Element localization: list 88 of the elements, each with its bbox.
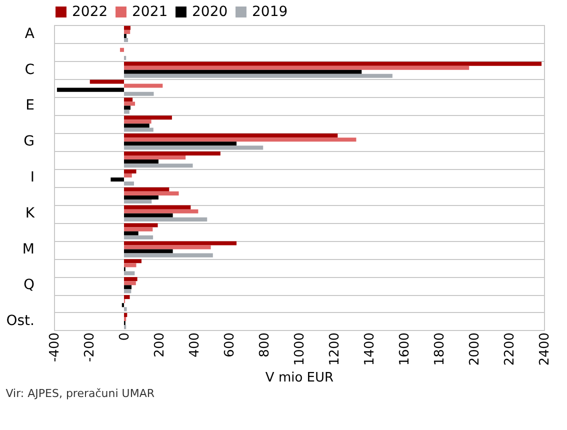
bar (124, 30, 130, 34)
bar (124, 38, 128, 42)
y-tick-label: I (30, 170, 34, 186)
x-tick-label: 1600 (398, 332, 412, 366)
legend-label: 2022 (72, 4, 108, 20)
bar (124, 295, 130, 300)
x-tick-label: 2200 (502, 332, 518, 366)
bar (124, 307, 127, 312)
x-tick-label: -400 (48, 332, 62, 362)
x-tick-label: 0 (118, 332, 132, 341)
bar (124, 285, 132, 290)
bar (124, 74, 392, 78)
bar (124, 235, 154, 240)
bar (124, 249, 173, 254)
y-tick-label: E (26, 98, 34, 114)
bar (124, 160, 158, 164)
bar (124, 26, 130, 30)
bar (124, 205, 191, 210)
bar (124, 151, 220, 156)
bar (124, 110, 130, 114)
legend-label: 2020 (192, 4, 228, 20)
bar (124, 231, 138, 236)
x-tick-label: 2000 (468, 332, 482, 366)
bar (124, 169, 136, 174)
bar (56, 88, 124, 92)
bar (124, 138, 356, 142)
bar (124, 217, 208, 222)
x-tick-label: 1200 (328, 332, 342, 366)
x-tick-label: 400 (188, 332, 202, 358)
bar (124, 227, 153, 232)
x-tick-label: 800 (258, 332, 272, 358)
y-tick-label: G (24, 134, 34, 150)
bar (124, 116, 172, 120)
x-tick-label: 1000 (292, 332, 308, 366)
bar (124, 253, 213, 258)
bar (124, 259, 142, 264)
y-tick-label: C (24, 62, 35, 78)
y-tick-label: Q (23, 277, 34, 294)
y-tick-label: Ost. (6, 313, 34, 330)
bar (124, 92, 154, 96)
bar (124, 223, 158, 228)
x-tick-label: 1400 (362, 332, 378, 366)
bar (124, 124, 150, 128)
bar (124, 106, 130, 110)
x-axis-title: V mio EUR (265, 370, 334, 386)
bar (124, 182, 134, 186)
bar (124, 62, 542, 66)
bar (124, 209, 198, 214)
bar (124, 277, 138, 282)
x-tick-label: 600 (222, 332, 238, 358)
bar (124, 195, 158, 200)
x-tick-label: 1800 (432, 332, 448, 366)
bar (124, 263, 136, 268)
bar (124, 241, 237, 246)
bar (124, 120, 152, 124)
bar (124, 156, 186, 160)
bar (124, 281, 136, 286)
y-tick-label: K (25, 205, 36, 222)
y-tick-label: M (22, 241, 34, 258)
y-tick-label: A (24, 26, 35, 42)
bar (124, 128, 154, 132)
bar (124, 312, 128, 317)
bar (124, 102, 136, 106)
text: Vir: AJPES, preračuni UMAR (6, 387, 155, 400)
bar (124, 245, 211, 250)
bar (124, 187, 170, 192)
bar (124, 146, 264, 150)
bar (124, 84, 163, 88)
bar (124, 199, 152, 204)
bar (124, 134, 338, 138)
x-tick-label: 2400 (538, 332, 552, 366)
bar (124, 164, 193, 168)
bar (124, 173, 132, 178)
bar (124, 213, 173, 218)
bar (124, 289, 132, 294)
x-tick-label: -200 (82, 332, 98, 362)
bar (124, 191, 179, 196)
bar (124, 142, 237, 146)
bar (124, 70, 362, 74)
legend-label: 2019 (252, 4, 288, 20)
legend-label: 2021 (132, 4, 168, 20)
bar (124, 98, 133, 102)
bar (124, 66, 470, 70)
bar (120, 48, 124, 52)
bar (110, 178, 124, 182)
bar (124, 271, 135, 276)
x-tick-label: 200 (152, 332, 168, 358)
bar (90, 80, 124, 84)
